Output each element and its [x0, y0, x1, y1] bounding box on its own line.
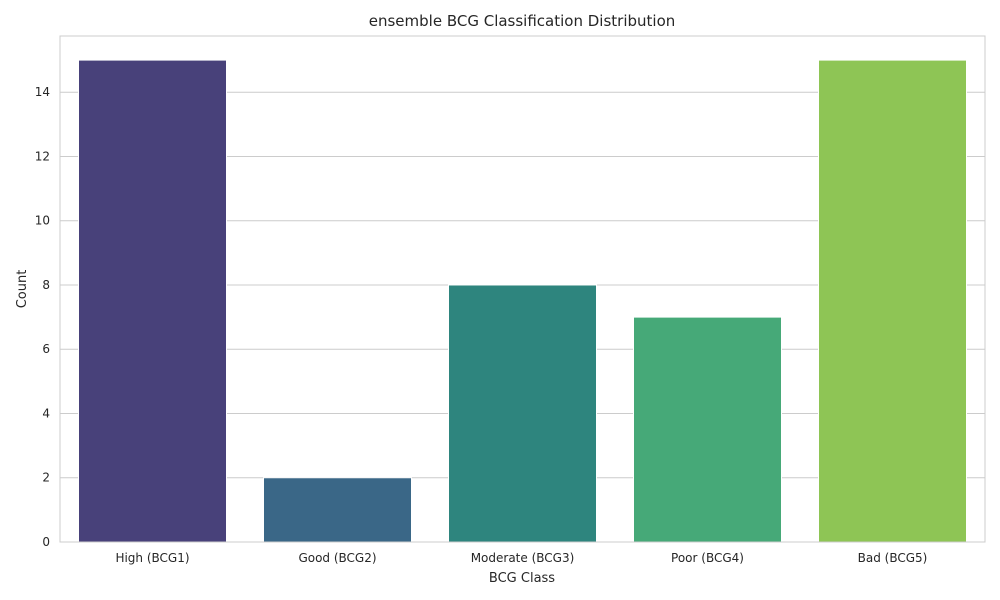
bars [78, 59, 967, 543]
x-tick-label: Bad (BCG5) [858, 551, 928, 565]
y-tick-label: 12 [35, 149, 50, 163]
bar-1 [78, 59, 227, 543]
x-tick-label: Moderate (BCG3) [471, 551, 575, 565]
bar-3 [448, 284, 597, 543]
x-axis-label: BCG Class [489, 571, 555, 586]
bar-5 [818, 59, 967, 543]
y-tick-label: 10 [35, 214, 50, 228]
y-tick-label: 14 [35, 85, 50, 99]
chart-title: ensemble BCG Classification Distribution [369, 12, 676, 30]
x-tick-label: Good (BCG2) [298, 551, 376, 565]
bar-4 [633, 316, 782, 543]
y-tick-label: 4 [42, 406, 50, 420]
y-tick-labels: 0 2 4 6 8 10 12 14 [35, 85, 50, 549]
y-axis-label: Count [15, 270, 30, 309]
plot-frame [59, 35, 986, 543]
bar-2 [263, 477, 412, 543]
y-tick-label: 0 [42, 535, 50, 549]
y-tick-label: 6 [42, 342, 50, 356]
x-tick-labels: High (BCG1) Good (BCG2) Moderate (BCG3) Poo… [115, 551, 927, 565]
y-tick-label: 2 [42, 471, 50, 485]
x-tick-label: Poor (BCG4) [671, 551, 744, 565]
y-tick-label: 8 [42, 278, 50, 292]
x-tick-label: High (BCG1) [115, 551, 189, 565]
